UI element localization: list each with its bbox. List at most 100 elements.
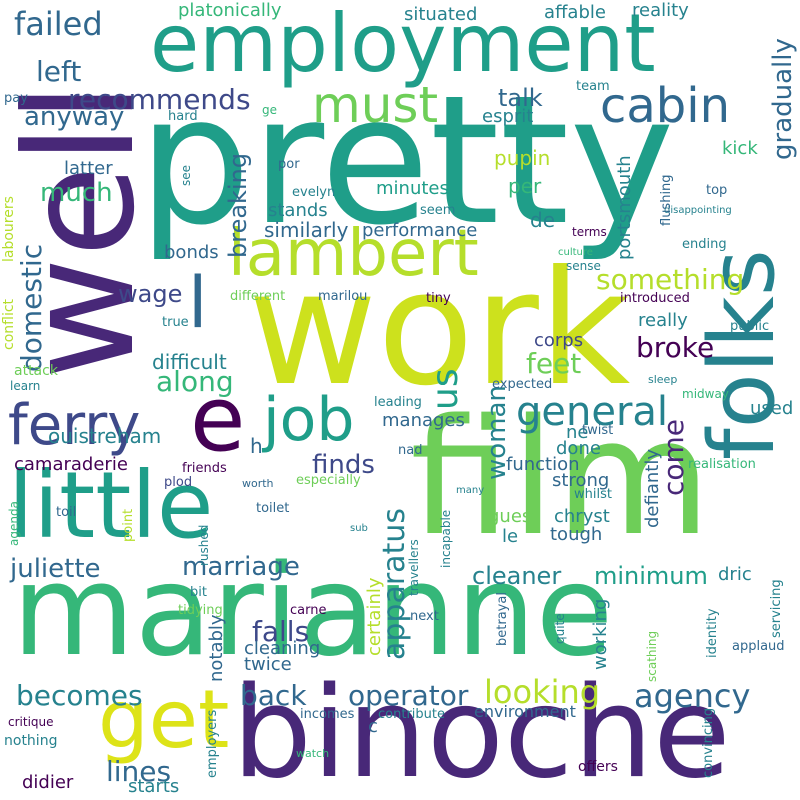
word-agency: agency: [634, 677, 751, 715]
word-evelyn: evelyn: [292, 185, 336, 200]
word-tidying: tidying: [178, 603, 223, 618]
word-h: h: [250, 434, 263, 458]
word-conflict: conflict: [1, 298, 17, 350]
word-many: many: [456, 485, 485, 496]
word-notably: notably: [206, 614, 227, 682]
word-watch: watch: [296, 747, 330, 760]
word-difficult: difficult: [152, 350, 227, 374]
word-domestic: domestic: [15, 243, 48, 372]
word-falls: falls: [252, 615, 310, 648]
word-attack: attack: [14, 363, 58, 379]
word-marianne: marianne: [12, 537, 614, 684]
word-ouistreham: ouistreham: [48, 424, 162, 448]
word-c: c: [368, 716, 378, 737]
word-certainly: certainly: [364, 577, 385, 656]
word-pupin: pupin: [494, 146, 551, 170]
word-platonically: platonically: [178, 0, 282, 21]
word-next: next: [410, 609, 439, 624]
word-environment: environment: [474, 702, 576, 721]
word-learn: learn: [10, 379, 41, 393]
word-becomes: becomes: [16, 679, 143, 712]
word-ending: ending: [682, 237, 727, 252]
word-performance: performance: [362, 220, 478, 241]
word-wage: wage: [118, 280, 183, 308]
word-breaking: breaking: [224, 152, 252, 258]
word-esprit: esprit: [482, 106, 534, 127]
word-rushed: rushed: [197, 524, 211, 566]
word-servicing: servicing: [769, 579, 784, 638]
word-flushing: flushing: [659, 174, 674, 226]
word-film: film: [410, 384, 712, 571]
word-starts: starts: [128, 776, 180, 797]
word-minimum: minimum: [594, 562, 708, 590]
word-toil: toil: [56, 505, 77, 520]
word-little: little: [8, 452, 214, 559]
word-convincing: convincing: [701, 707, 716, 778]
word-critique: critique: [8, 715, 54, 729]
word-per: per: [508, 174, 542, 198]
word-public: public: [730, 319, 770, 334]
word-lines: lines: [106, 755, 172, 788]
word-guest: guest: [488, 506, 539, 527]
word-dric: dric: [718, 564, 752, 585]
word-labourers: labourers: [1, 196, 17, 262]
word-cleaner: cleaner: [472, 562, 562, 590]
word-nothing: nothing: [4, 733, 58, 749]
word-done: done: [556, 438, 601, 459]
word-failed: failed: [14, 5, 103, 43]
word-see: see: [179, 164, 193, 186]
word-incapable: incapable: [439, 509, 453, 568]
word-chryst: chryst: [554, 506, 610, 527]
word-lambert: lambert: [228, 217, 479, 291]
word-ferry: ferry: [8, 393, 141, 458]
word-realisation: realisation: [688, 457, 756, 472]
word-marilou: marilou: [318, 289, 368, 304]
word-team: team: [576, 79, 610, 94]
word-seem: seem: [420, 203, 456, 218]
word-anyway: anyway: [24, 102, 125, 132]
word-point: point: [121, 508, 136, 542]
word-manages: manages: [382, 410, 465, 431]
word-terms: terms: [572, 225, 607, 239]
word-looking: looking: [484, 673, 601, 711]
word-camaraderie: camaraderie: [14, 454, 128, 475]
word-broke: broke: [636, 331, 715, 364]
word-left: left: [36, 55, 82, 88]
word-feet: feet: [526, 347, 582, 380]
word-por: por: [278, 157, 300, 172]
word-latter: latter: [64, 158, 113, 179]
word-l: l: [188, 262, 208, 344]
word-pay: pay: [4, 91, 28, 106]
word-applaud: applaud: [732, 639, 785, 654]
word-juliette: juliette: [10, 554, 101, 584]
word-finds: finds: [312, 450, 375, 480]
word-whilst: whilst: [574, 487, 612, 502]
word-quite: quite: [553, 613, 567, 644]
word-culture: culture: [558, 247, 593, 258]
word-tiny: tiny: [426, 291, 451, 306]
word-carne: carne: [290, 603, 327, 618]
word-worth: worth: [242, 477, 274, 490]
word-especially: especially: [296, 473, 361, 488]
word-working: working: [590, 598, 611, 670]
word-midway: midway: [682, 387, 729, 401]
word-identity: identity: [705, 608, 720, 658]
word-work: work: [248, 237, 631, 421]
word-offers: offers: [578, 759, 618, 775]
word-leading: leading: [374, 395, 422, 410]
word-true: true: [162, 315, 189, 330]
word-incomes: incomes: [300, 707, 355, 722]
word-sense: sense: [566, 259, 601, 273]
word-twist: twist: [582, 423, 614, 438]
word-stands: stands: [268, 200, 328, 221]
word-betrayal: betrayal: [495, 592, 510, 646]
word-something: something: [596, 263, 745, 296]
word-toilet: toilet: [256, 501, 290, 516]
word-kick: kick: [722, 138, 758, 159]
word-situated: situated: [404, 4, 478, 25]
word-much: much: [40, 178, 113, 208]
word-strong: strong: [552, 470, 610, 491]
word-cabin: cabin: [600, 78, 731, 134]
word-hard: hard: [168, 109, 198, 124]
